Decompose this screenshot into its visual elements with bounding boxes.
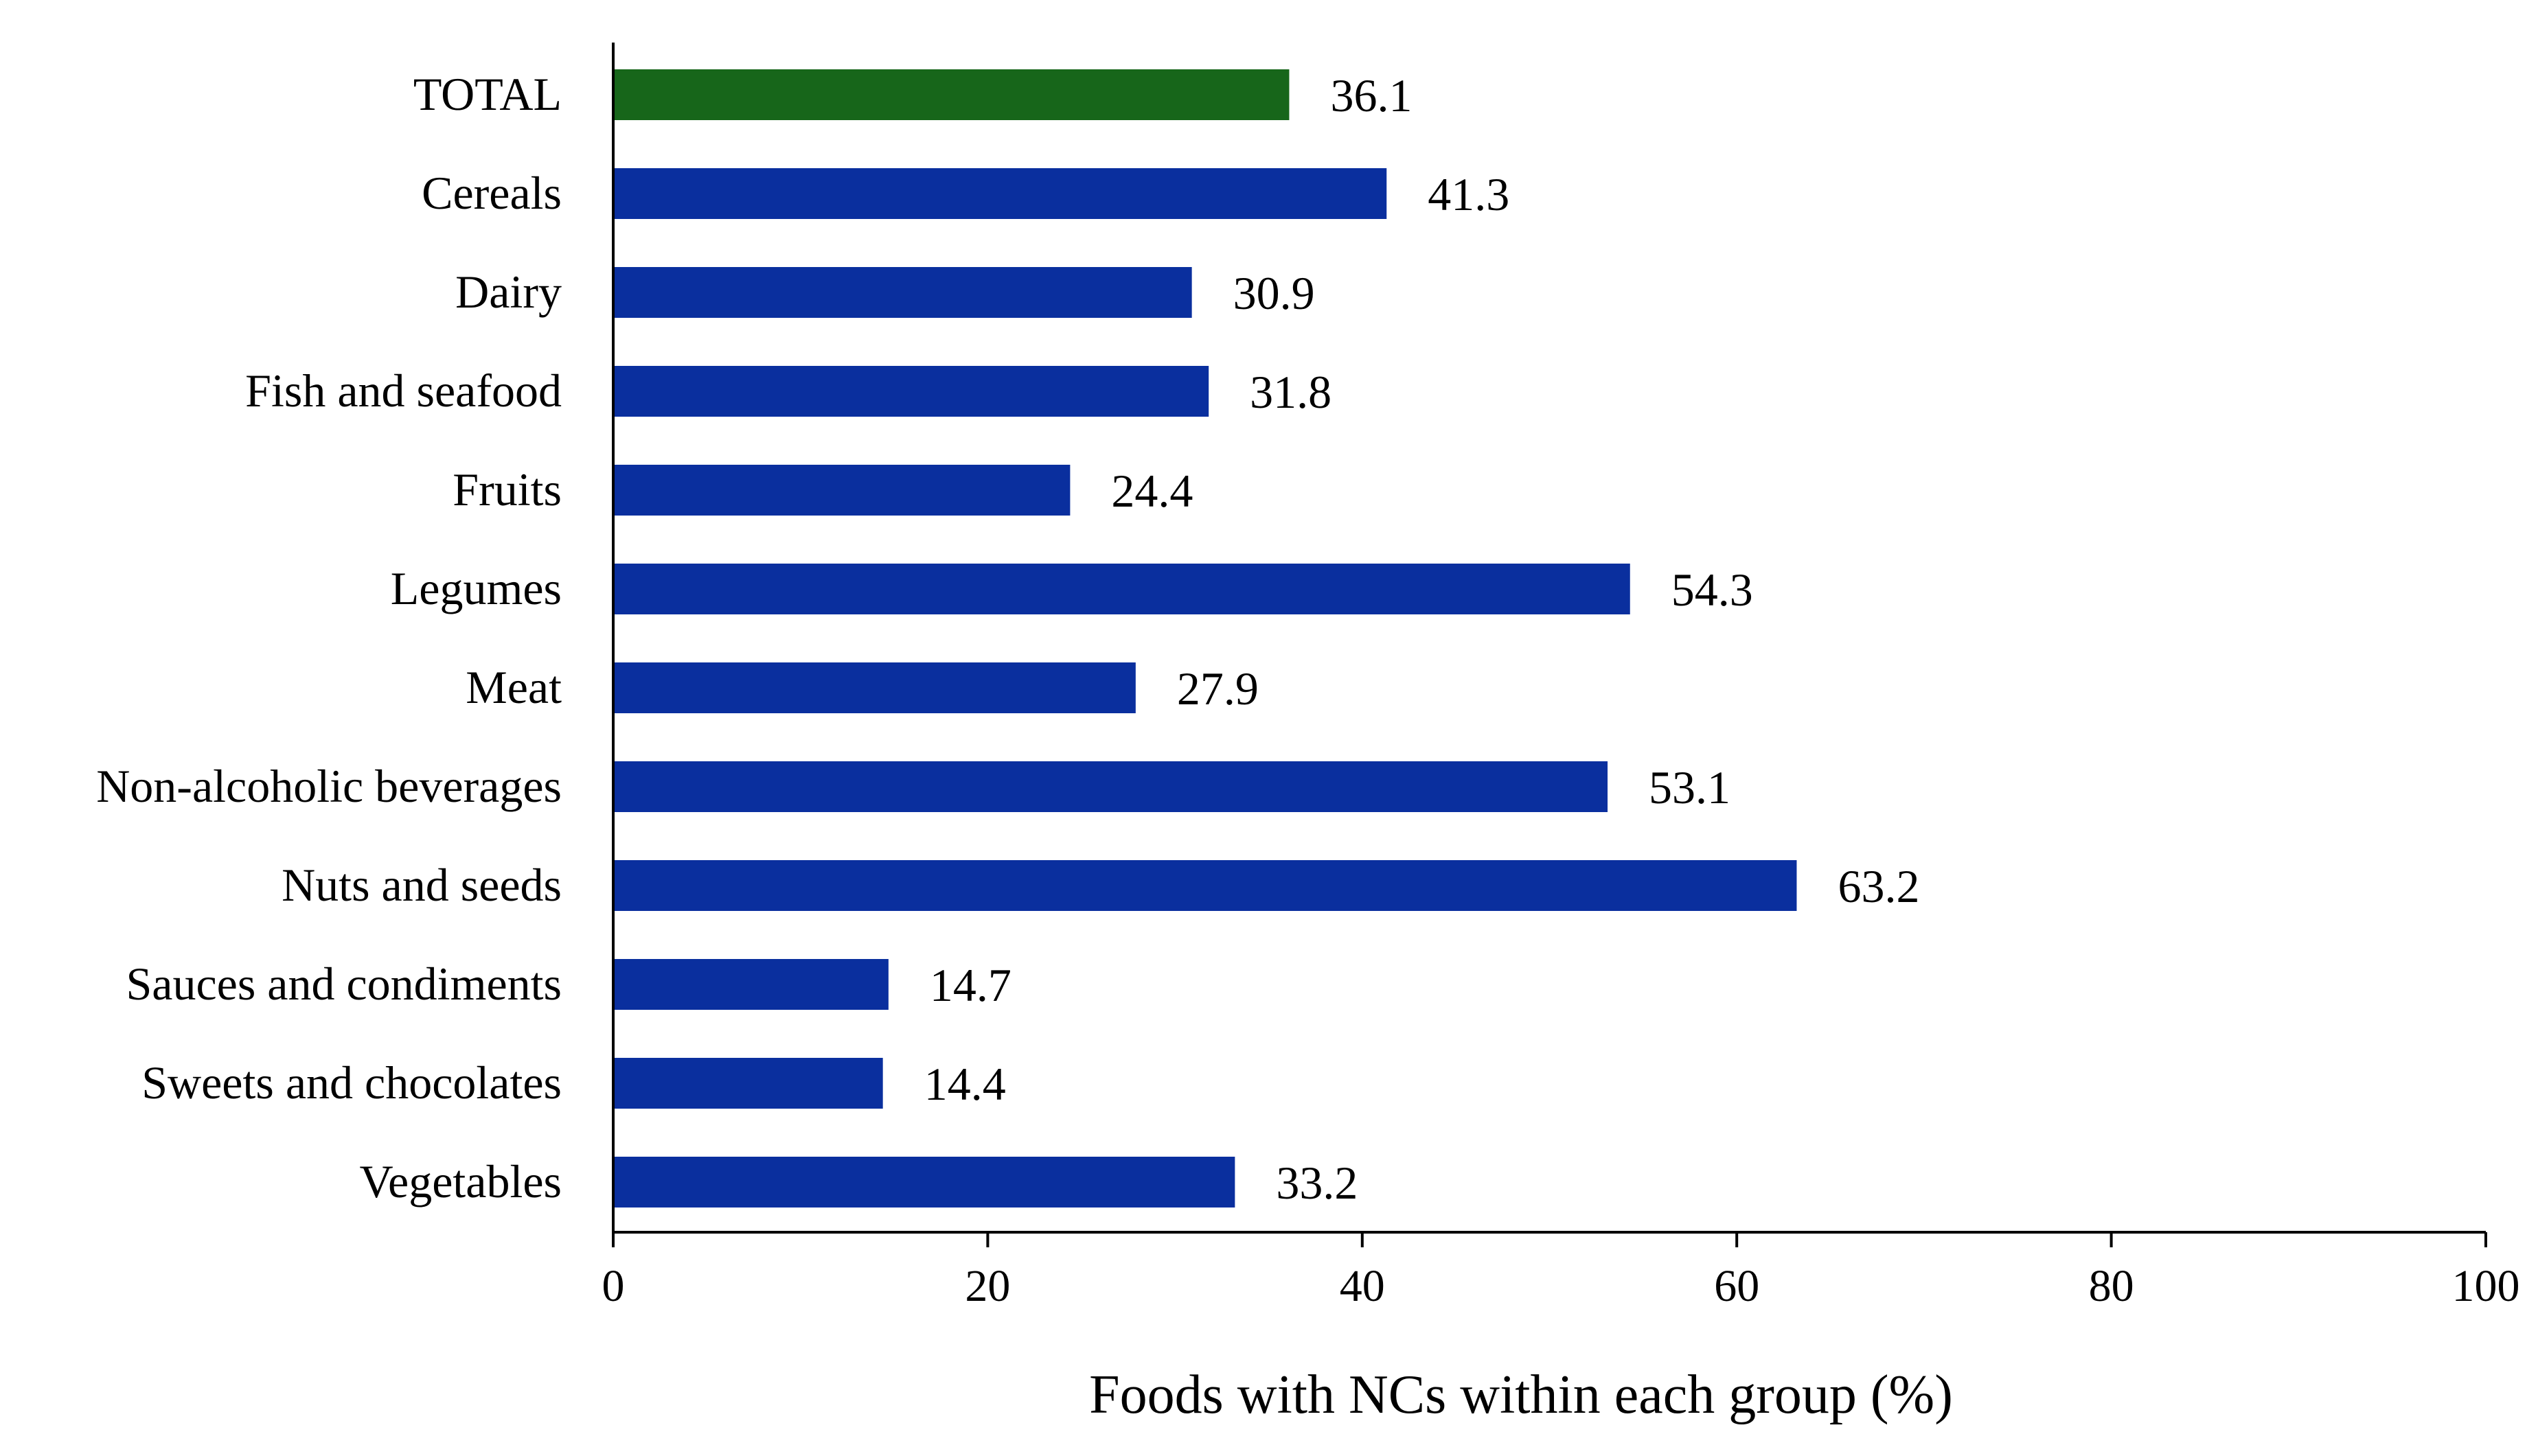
bar-meat: [613, 662, 1136, 713]
bar-cereals: [613, 168, 1387, 219]
bar-non-alcoholic-beverages: [613, 761, 1608, 812]
x-tick-label-40: 40: [1340, 1261, 1385, 1311]
bar-vegetables: [613, 1157, 1235, 1207]
x-tick-label-60: 60: [1714, 1261, 1759, 1311]
category-label-total: TOTAL: [413, 68, 562, 120]
value-label-meat: 27.9: [1177, 662, 1259, 715]
bar-fish-and-seafood: [613, 366, 1209, 417]
bar-sauces-and-condiments: [613, 959, 889, 1010]
x-tick-label-100: 100: [2452, 1261, 2520, 1311]
x-axis-ticks: 0 20 40 60 80 100: [602, 1232, 2520, 1311]
category-label-meat: Meat: [466, 661, 562, 713]
value-label-total: 36.1: [1330, 69, 1412, 122]
category-label-sauces-and-condiments: Sauces and condiments: [126, 958, 562, 1010]
value-label-fruits: 24.4: [1111, 465, 1193, 517]
category-labels: TOTAL Cereals Dairy Fish and seafood Fruits L…: [96, 68, 562, 1207]
category-label-fruits: Fruits: [453, 463, 562, 516]
value-label-cereals: 41.3: [1428, 168, 1509, 220]
bar-dairy: [613, 267, 1192, 318]
category-label-legumes: Legumes: [391, 562, 562, 614]
x-tick-label-20: 20: [965, 1261, 1010, 1311]
category-label-fish-and-seafood: Fish and seafood: [245, 365, 562, 417]
x-tick-label-0: 0: [602, 1261, 625, 1311]
category-label-cereals: Cereals: [422, 167, 562, 219]
value-label-non-alcoholic-beverages: 53.1: [1649, 761, 1730, 813]
value-label-nuts-and-seeds: 63.2: [1838, 860, 1919, 912]
x-tick-label-80: 80: [2089, 1261, 2134, 1311]
category-label-dairy: Dairy: [455, 266, 562, 318]
bar-nuts-and-seeds: [613, 860, 1797, 911]
value-label-sweets-and-chocolates: 14.4: [924, 1058, 1006, 1110]
value-label-sauces-and-condiments: 14.7: [930, 959, 1011, 1011]
x-axis-title: Foods with NCs within each group (%): [1089, 1365, 1953, 1425]
value-label-vegetables: 33.2: [1276, 1157, 1358, 1209]
bar-fruits: [613, 465, 1071, 516]
category-label-nuts-and-seeds: Nuts and seeds: [282, 859, 562, 911]
value-label-dairy: 30.9: [1233, 267, 1315, 319]
value-label-legumes: 54.3: [1671, 564, 1753, 616]
category-label-non-alcoholic-beverages: Non-alcoholic beverages: [96, 760, 562, 812]
value-label-fish-and-seafood: 31.8: [1250, 366, 1331, 418]
value-labels: 36.1 41.3 30.9 31.8 24.4 54.3 27.9 53.1 63.2 14.7…: [924, 69, 1920, 1209]
bar-sweets-and-chocolates: [613, 1058, 883, 1109]
category-label-sweets-and-chocolates: Sweets and chocolates: [141, 1056, 562, 1109]
bar-series: [613, 69, 1797, 1207]
category-label-vegetables: Vegetables: [359, 1155, 562, 1207]
bar-legumes: [613, 564, 1630, 614]
bar-total: [613, 69, 1290, 120]
